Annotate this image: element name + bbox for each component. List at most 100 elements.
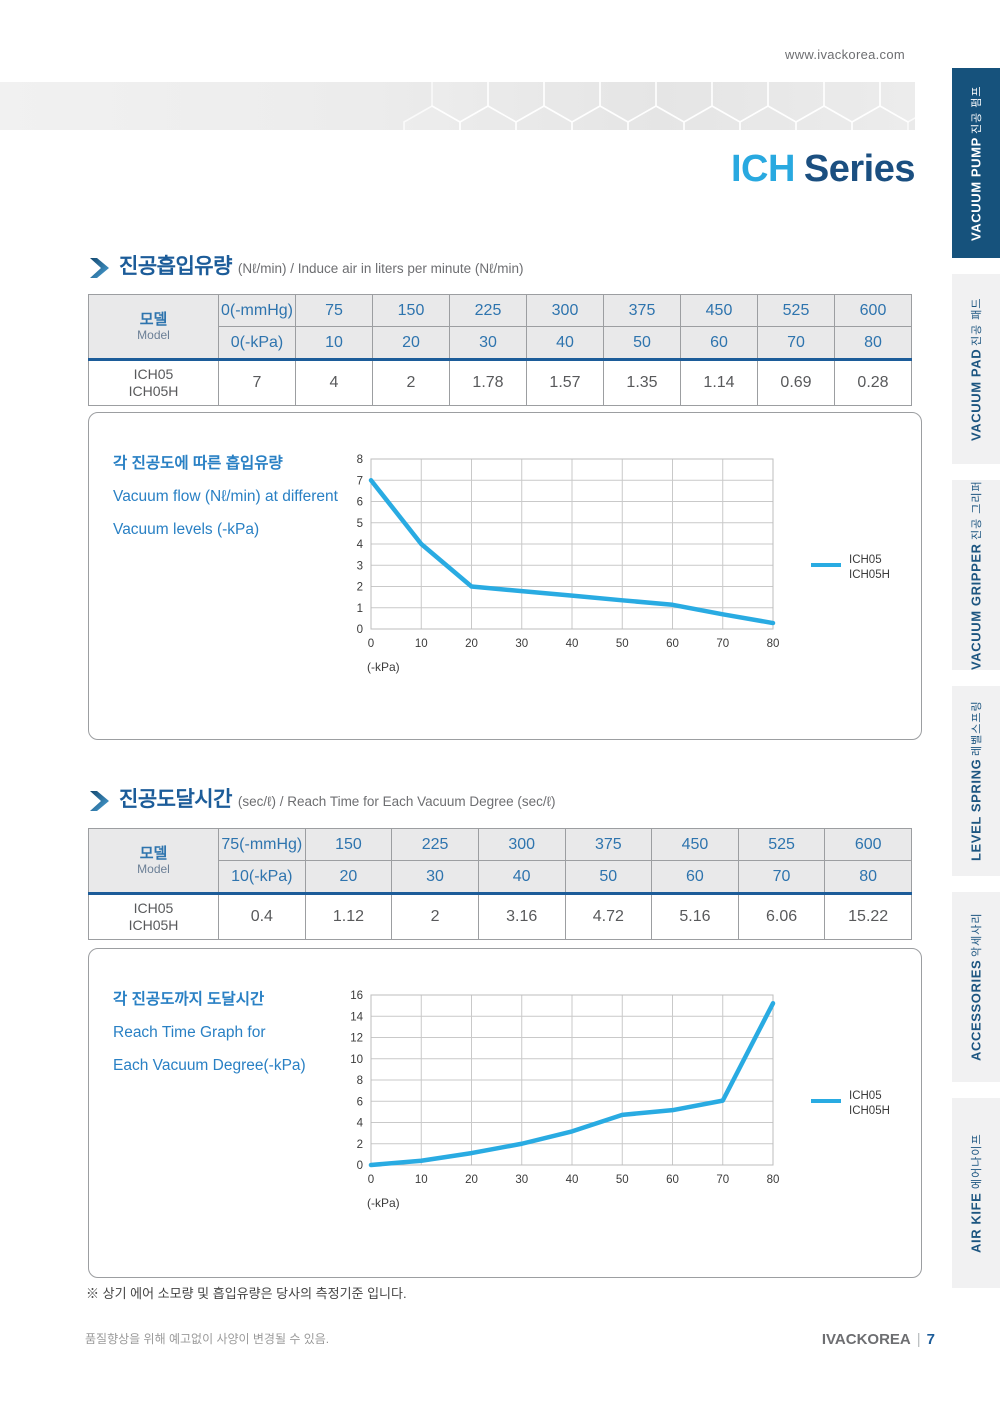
time-table-row: ICH05 ICH05H 0.4 1.12 2 3.16 4.72 5.16 6… [88,892,912,940]
model-value-cell: ICH05 ICH05H [88,892,219,940]
model-name: ICH05H [128,383,179,399]
sidebar-tab-vacuum-gripper[interactable]: VACUUM GRIPPER 진공 그리퍼 [952,480,1000,670]
value-cell: 1.35 [603,358,681,406]
header-cell: 375 [564,828,653,861]
header-cell: 40 [477,860,566,894]
value-cell: 6.06 [737,892,826,940]
model-label-en: Model [137,328,170,342]
value-cell: 1.57 [526,358,604,406]
model-name: ICH05 [133,366,174,382]
header-cell: 60 [680,326,758,360]
header-cell: 450 [651,828,739,861]
svg-text:6: 6 [357,497,363,509]
svg-text:16: 16 [350,990,363,1002]
header-cell: 600 [834,294,912,327]
legend-label: ICH05 [849,554,882,566]
section-time-title: 진공도달시간 [119,788,232,811]
footer-brand: IVACKOREA | 7 [822,1331,935,1348]
header-cell: 60 [651,860,739,894]
value-cell: 0.4 [218,892,306,940]
svg-text:0: 0 [357,1160,363,1172]
value-cell: 1.78 [449,358,527,406]
legend-label: ICH05H [849,569,890,581]
time-table-header-kpa: 10(-kPa) 20 30 40 50 60 70 80 [89,860,912,894]
svg-text:2: 2 [357,1139,363,1151]
header-cell: 70 [757,326,835,360]
hexagon-pattern [403,82,915,130]
header-cell: 225 [449,294,527,327]
caption-line: Vacuum levels (-kPa) [113,521,260,538]
header-cell: 80 [834,326,912,360]
section-arrow-icon [90,791,109,811]
header-cell: 225 [391,828,479,861]
model-header-cell: 모델 Model [88,828,219,894]
svg-text:5: 5 [357,518,363,530]
header-banner [0,82,915,130]
sidebar-tab-level-spring[interactable]: LEVEL SPRING 레벨스프링 [952,686,1000,876]
value-cell: 4.72 [564,892,653,940]
tab-label-en: VACUUM GRIPPER [968,543,984,670]
sidebar-tab-accessories[interactable]: ACCESSORIES 악세사리 [952,892,1000,1082]
header-cell: 30 [391,860,479,894]
flow-table: 모델 Model 0(-mmHg) 75 150 225 300 375 450… [88,294,912,406]
value-cell: 0.69 [757,358,835,406]
svg-text:10: 10 [350,1054,363,1066]
header-cell: 0(-mmHg) [218,294,296,327]
header-cell: 10(-kPa) [218,860,306,894]
header-cell: 50 [603,326,681,360]
value-cell: 0.28 [834,358,912,406]
website-url[interactable]: www.ivackorea.com [785,47,905,62]
svg-text:0: 0 [368,1174,374,1186]
svg-text:30: 30 [515,638,528,650]
value-cell: 7 [218,358,296,406]
model-label-en: Model [137,862,170,876]
flow-chart-panel: 각 진공도에 따른 흡입유량 Vacuum flow (Nℓ/min) at d… [88,412,922,740]
header-cell: 70 [737,860,826,894]
model-name: ICH05 [133,900,174,916]
page-title: ICH Series [731,148,916,191]
svg-text:60: 60 [666,1174,679,1186]
model-label-ko: 모델 [139,311,168,328]
brand-name: IVACKOREA [821,1331,911,1348]
tab-label-ko: 진공 펌프 [971,85,983,134]
svg-text:6: 6 [357,1096,363,1108]
legend-line-swatch [811,563,841,567]
header-cell: 150 [372,294,450,327]
header-cell: 375 [603,294,681,327]
svg-text:4: 4 [357,539,364,551]
section-flow-header: 진공흡입유량 (Nℓ/min) / Induce air in liters p… [88,250,523,280]
tab-label-en: VACUUM PUMP [968,136,984,241]
series-word: Series [803,148,916,190]
svg-text:3: 3 [357,560,363,572]
header-cell: 20 [304,860,393,894]
footer-divider: | [916,1331,921,1348]
value-cell: 5.16 [651,892,739,940]
time-chart-legend: ICH05 ICH05H [811,1089,890,1119]
value-cell: 1.14 [680,358,758,406]
time-chart-caption: 각 진공도까지 도달시간 Reach Time Graph for Each V… [113,983,306,1082]
caption-line: Reach Time Graph for [113,1024,266,1041]
value-cell: 3.16 [477,892,566,940]
header-cell: 30 [449,326,527,360]
header-cell: 10 [295,326,373,360]
sidebar-tab-air-kife[interactable]: AIR KIFE 에어나이프 [952,1098,1000,1288]
svg-text:12: 12 [350,1033,363,1045]
sidebar-tab-vacuum-pad[interactable]: VACUUM PAD 진공 패드 [952,274,1000,464]
svg-text:14: 14 [350,1011,363,1023]
section-time-subtitle: (sec/ℓ) / Reach Time for Each Vacuum Deg… [237,794,556,809]
svg-text:0: 0 [357,624,363,636]
tab-label-ko: 진공 패드 [971,297,983,346]
flow-table-header-kpa: 0(-kPa) 10 20 30 40 50 60 70 80 [89,326,912,360]
sidebar-tab-vacuum-pump[interactable]: VACUUM PUMP 진공 펌프 [952,68,1000,258]
legend-label: ICH05H [849,1105,890,1117]
tab-label-ko: 진공 그리퍼 [971,480,983,541]
measurement-footnote: ※ 상기 에어 소모량 및 흡입유량은 당사의 측정기준 입니다. [86,1286,407,1301]
caption-line: Each Vacuum Degree(-kPa) [113,1057,306,1074]
header-cell: 50 [564,860,653,894]
tab-label-en: AIR KIFE [968,1192,984,1253]
svg-text:(-kPa): (-kPa) [367,660,400,674]
legend-line-swatch [811,1099,841,1103]
svg-text:2: 2 [357,582,363,594]
svg-text:20: 20 [465,638,478,650]
